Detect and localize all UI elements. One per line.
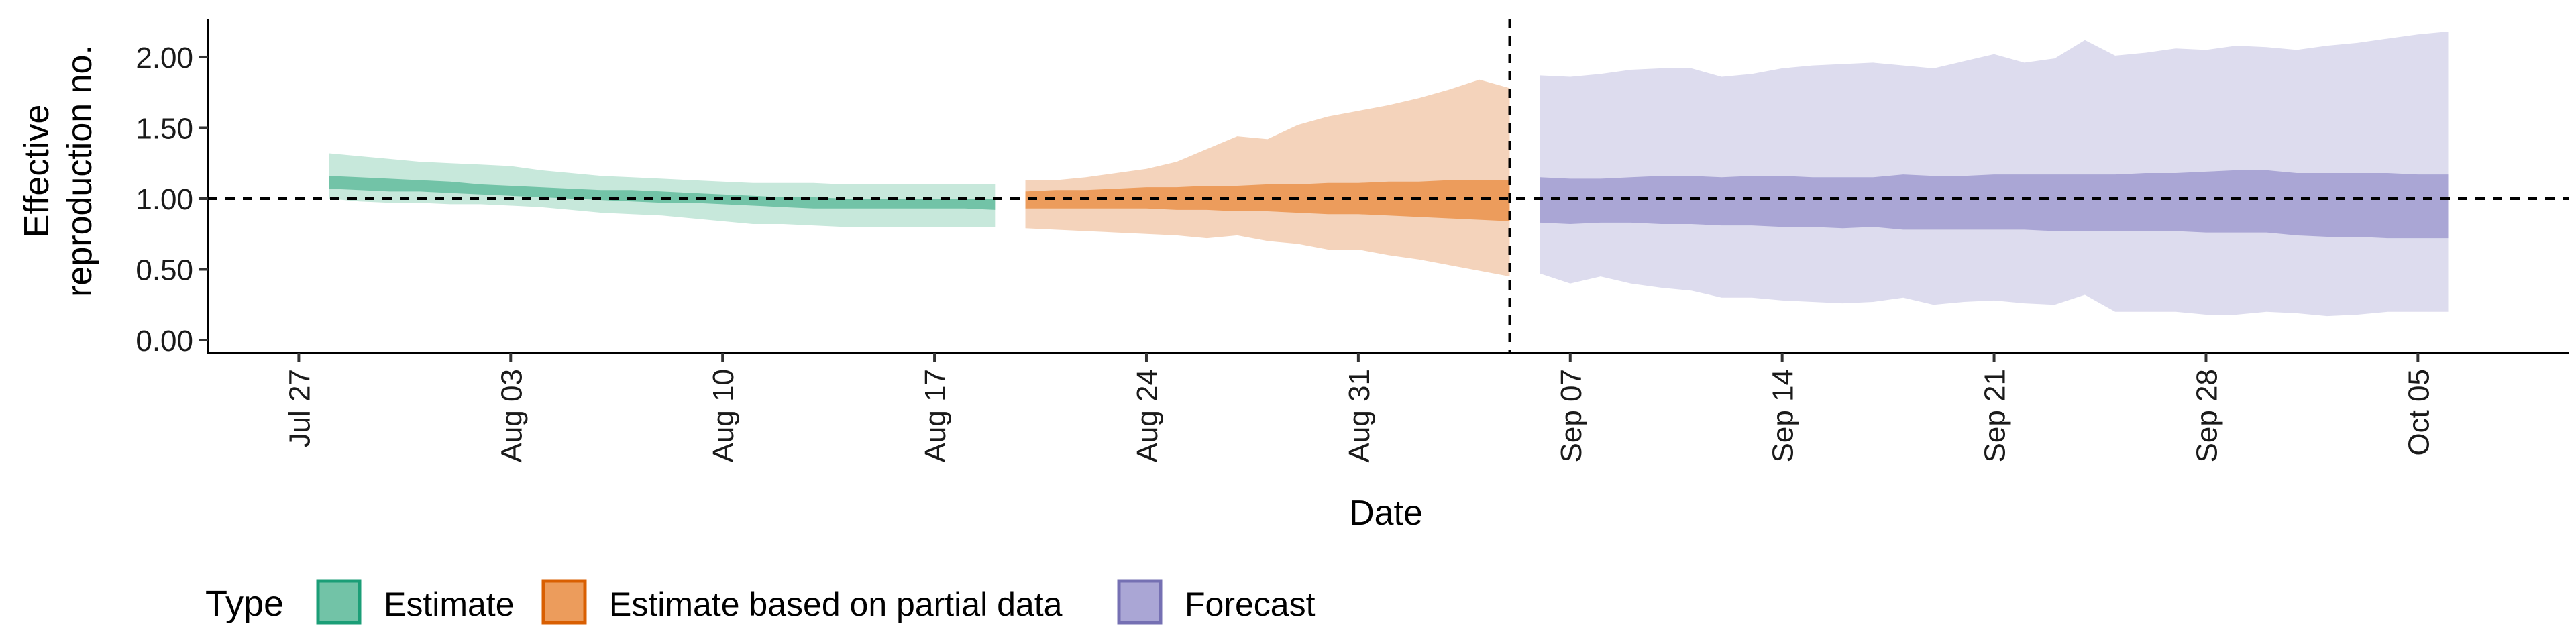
x-tick-label: Jul 27 [283, 369, 316, 447]
y-tick-label: 0.50 [136, 254, 193, 287]
credible-interval-bands [329, 32, 2449, 317]
y-axis-title-line-2: reproduction no. [60, 45, 99, 297]
x-axis-title: Date [1349, 494, 1423, 533]
x-tick-label: Oct 05 [2402, 369, 2435, 456]
forecast-90-interval-band [1540, 32, 2449, 317]
y-tick-label: 2.00 [136, 42, 193, 74]
y-axis-title-line-1: Effective [17, 105, 56, 237]
reference-lines [208, 19, 2569, 353]
y-tick-label: 0.00 [136, 325, 193, 358]
forecast-50-interval-band [1540, 170, 2449, 239]
legend-item-label: Forecast [1185, 586, 1316, 623]
y-tick-label: 1.00 [136, 183, 193, 216]
y-tick-label: 1.50 [136, 112, 193, 145]
y-axis-ticks: 0.00 0.50 1.00 1.50 2.00 [136, 42, 208, 358]
estimate-based-on-partial-data-50-interval-band [1025, 180, 1510, 221]
x-tick-label: Aug 10 [707, 369, 740, 462]
x-axis-ticks: Jul 27 Aug 03 Aug 10 Aug 17 Aug 24 Aug 31 Sep … [283, 353, 2435, 462]
estimate-50-interval-band [329, 176, 996, 210]
estimate-based-on-partial-data-90-interval-band [1025, 79, 1510, 277]
legend-title: Type [205, 584, 284, 624]
x-tick-label: Aug 31 [1343, 369, 1376, 462]
x-tick-label: Aug 24 [1131, 369, 1164, 462]
x-tick-label: Sep 21 [1979, 369, 2012, 462]
legend-item-label: Estimate [384, 586, 515, 623]
axes [207, 19, 2569, 354]
x-tick-label: Aug 03 [495, 369, 528, 462]
x-tick-label: Aug 17 [919, 369, 952, 462]
x-tick-label: Sep 14 [1767, 369, 1800, 462]
x-tick-label: Sep 28 [2191, 369, 2224, 462]
legend-swatch [1117, 579, 1163, 625]
x-tick-label: Sep 07 [1555, 369, 1588, 462]
legend: Type Estimate Estimate based on partial d… [205, 579, 1316, 625]
legend-swatch [541, 579, 587, 625]
legend-item-label: Estimate based on partial data [609, 586, 1063, 623]
legend-swatch [316, 579, 362, 625]
